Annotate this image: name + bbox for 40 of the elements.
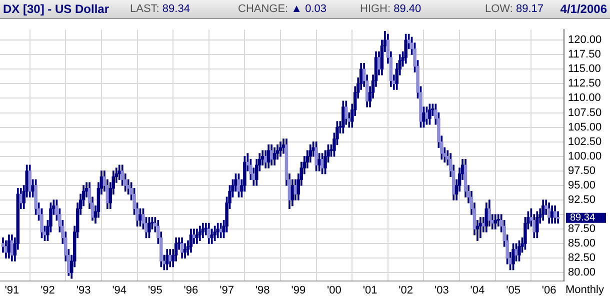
x-tick-label: '06: [542, 284, 556, 296]
x-tick-label: '92: [40, 284, 55, 296]
y-tick-label: 100.00: [568, 150, 602, 162]
y-tick-label: 80.00: [568, 266, 596, 279]
chart-title: DX [30] - US Dollar: [3, 1, 110, 18]
x-tick-label: '95: [148, 284, 162, 296]
x-tick-label: '93: [76, 284, 91, 296]
y-tick-label: 95.00: [568, 179, 596, 192]
text: LOW: 89.17: [485, 2, 544, 17]
x-tick-label: '05: [506, 284, 520, 296]
text: Monthly: [565, 284, 604, 296]
y-tick-label: 107.50: [568, 106, 602, 119]
x-tick-label: '98: [255, 284, 270, 296]
text: 4/1/2006: [560, 1, 607, 18]
y-tick-label: 82.50: [568, 252, 596, 264]
text: HIGH: 89.40: [360, 2, 422, 17]
x-tick-label: '97: [220, 284, 234, 296]
y-tick-label: 102.50: [568, 136, 602, 148]
y-tick-label: 115.00: [568, 63, 601, 76]
y-tick-label: 120.00: [568, 34, 602, 46]
y-tick-label: 112.50: [568, 78, 601, 90]
x-tick-label: '99: [291, 284, 306, 296]
y-tick-label: 105.00: [568, 121, 602, 134]
y-tick-label: 97.50: [568, 164, 596, 177]
y-tick-label: 87.50: [568, 223, 596, 236]
x-tick-label: '96: [184, 284, 198, 296]
text: 89.34: [570, 212, 596, 224]
text: LAST: 89.34: [130, 2, 190, 17]
y-tick-label: 117.50: [568, 48, 601, 61]
y-tick-label: 85.00: [568, 238, 596, 250]
x-tick-label: '00: [327, 284, 342, 296]
x-tick-label: '01: [362, 284, 378, 296]
y-tick-label: 110.00: [568, 92, 601, 104]
text: CHANGE: ▲ 0.03: [238, 2, 327, 17]
x-tick-label: '94: [112, 284, 127, 296]
x-tick-label: '03: [434, 284, 449, 296]
x-tick-label: '02: [398, 284, 414, 296]
x-tick-label: '91: [4, 284, 20, 296]
x-tick-label: '04: [470, 284, 485, 296]
y-tick-label: 92.50: [568, 194, 596, 206]
